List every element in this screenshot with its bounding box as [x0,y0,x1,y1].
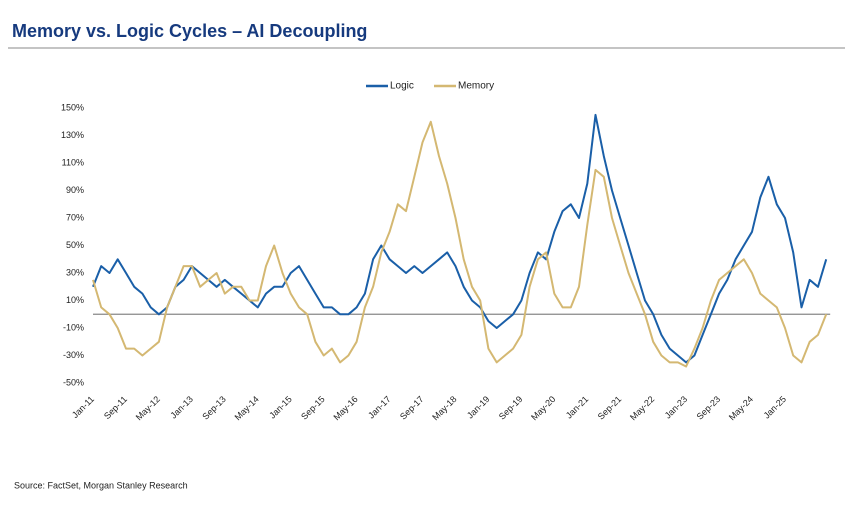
y-tick-label: -10% [63,322,84,332]
x-tick-label: Jan-15 [267,394,294,421]
x-tick-label: Jan-19 [465,394,492,421]
y-tick-label: 30% [66,267,84,277]
x-tick-label: May-12 [134,394,162,422]
x-tick-label: May-24 [727,394,755,422]
chart-title: Memory vs. Logic Cycles – AI Decoupling [12,21,367,41]
x-tick-label: May-16 [331,394,359,422]
x-tick-label: Jan-23 [663,394,690,421]
y-tick-label: -50% [63,377,84,387]
y-tick-label: 90% [66,185,84,195]
x-tick-label: Sep-15 [299,394,327,422]
y-tick-label: 110% [62,157,84,167]
y-tick-label: 70% [66,212,84,222]
x-tick-label: Sep-13 [200,394,228,422]
x-tick-label: Sep-23 [695,394,723,422]
x-tick-label: Jan-17 [366,394,393,421]
series-line [92,120,828,368]
x-tick-label: Jan-13 [168,394,195,421]
y-tick-label: -30% [63,350,84,360]
x-tick-label: May-20 [529,394,557,422]
x-tick-label: May-18 [430,394,458,422]
y-tick-label: 10% [66,295,84,305]
legend-label: Memory [458,81,494,92]
legend-label: Logic [390,81,414,92]
y-tick-label: 130% [61,130,84,140]
x-tick-label: Jan-25 [762,394,789,421]
x-tick-label: Sep-19 [497,394,525,422]
x-tick-label: Sep-17 [398,394,426,422]
y-tick-label: 50% [66,240,84,250]
x-tick-label: Jan-11 [70,394,96,420]
x-tick-label: Jan-21 [564,394,591,421]
x-tick-label: Sep-21 [596,394,624,422]
source-note: Source: FactSet, Morgan Stanley Research [14,480,188,490]
y-tick-label: 150% [61,102,84,112]
x-tick-label: Sep-11 [102,394,129,421]
x-tick-label: May-22 [628,394,656,422]
x-tick-label: May-14 [233,394,261,422]
series-line [92,113,828,364]
